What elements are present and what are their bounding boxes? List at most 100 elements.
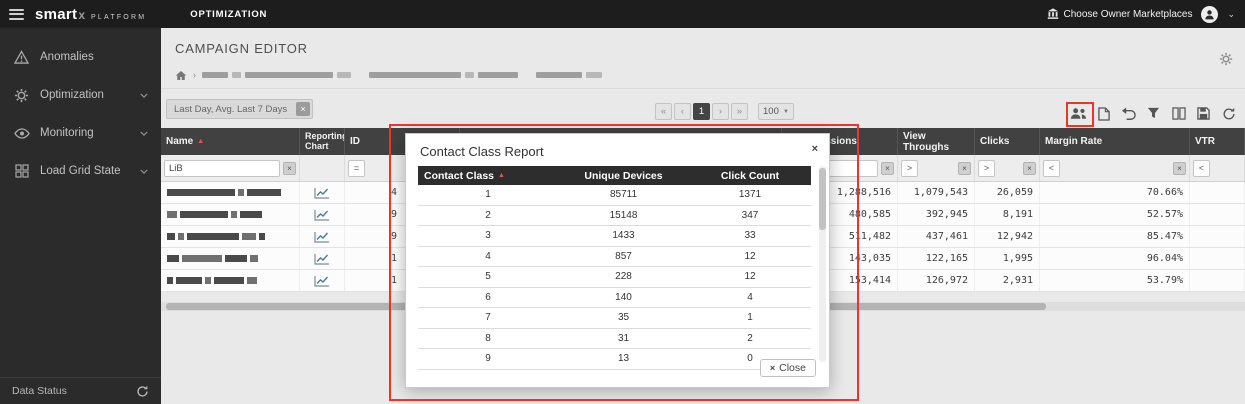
- view-throughs-filter-operator[interactable]: >: [901, 159, 918, 177]
- click-count-value: 12: [744, 271, 756, 283]
- remove-filter-tag-icon[interactable]: ×: [296, 102, 311, 116]
- column-header-view-throughs[interactable]: View Throughs: [898, 128, 975, 155]
- id-filter-operator[interactable]: =: [348, 159, 365, 177]
- refresh-grid-button[interactable]: [1220, 105, 1237, 122]
- sidebar-item-load-grid-state[interactable]: Load Grid State: [0, 152, 161, 190]
- contact-class-value: 4: [485, 250, 491, 262]
- view-throughs-value: 122,165: [898, 248, 975, 269]
- breadcrumb-redacted-segment: [586, 72, 602, 78]
- topbar-section-label: OPTIMIZATION: [190, 8, 268, 20]
- name-filter-input[interactable]: LiB: [164, 159, 280, 177]
- modal-column-unique-devices[interactable]: Unique Devices: [584, 169, 663, 182]
- clear-margin-rate-filter-icon[interactable]: ×: [1173, 161, 1186, 175]
- contact-class-value: 2: [485, 209, 491, 221]
- campaign-name-redacted: [161, 182, 300, 203]
- hamburger-menu-icon[interactable]: [9, 6, 24, 22]
- clear-impressions-filter-icon[interactable]: ×: [881, 161, 894, 175]
- modal-close-icon[interactable]: ×: [811, 143, 818, 155]
- clicks-value: 2,931: [975, 270, 1040, 291]
- unique-devices-value: 140: [615, 291, 632, 303]
- choose-owner-marketplaces-button[interactable]: Choose Owner Marketplaces: [1047, 8, 1192, 20]
- click-count-value: 347: [741, 209, 759, 221]
- reporting-chart-button[interactable]: [300, 182, 345, 203]
- breadcrumb: ›: [175, 69, 602, 81]
- contact-class-value: 3: [485, 230, 491, 242]
- column-header-name[interactable]: Name ▲: [161, 128, 300, 155]
- page-size-dropdown[interactable]: 100 ▼: [758, 103, 794, 120]
- list-item: 5 228 12: [418, 267, 811, 288]
- logo-platform-text: PLATFORM: [91, 13, 147, 21]
- save-grid-button[interactable]: [1195, 105, 1212, 122]
- modal-scrollbar-thumb[interactable]: [819, 168, 826, 230]
- reporting-chart-button[interactable]: [300, 226, 345, 247]
- vtr-value: [1190, 270, 1245, 291]
- view-throughs-value: 126,972: [898, 270, 975, 291]
- smartx-platform-logo: smart x PLATFORM: [35, 6, 146, 23]
- undo-button[interactable]: [1120, 105, 1137, 122]
- clicks-value: 1,995: [975, 248, 1040, 269]
- margin-rate-filter-operator[interactable]: <: [1043, 159, 1060, 177]
- modal-column-click-count[interactable]: Click Count: [720, 169, 780, 182]
- vtr-filter-operator[interactable]: <: [1193, 159, 1210, 177]
- grid-toolbar: [1070, 105, 1237, 122]
- reporting-chart-button[interactable]: [300, 204, 345, 225]
- sidebar-item-label: Optimization: [40, 89, 104, 101]
- clicks-value: 8,191: [975, 204, 1040, 225]
- user-menu-chevron-icon[interactable]: ⌄: [1227, 8, 1235, 19]
- column-header-reporting-chart[interactable]: Reporting Chart: [300, 128, 345, 155]
- clear-clicks-filter-icon[interactable]: ×: [1023, 161, 1036, 175]
- breadcrumb-redacted-segment: [232, 72, 241, 78]
- last-page-button[interactable]: »: [731, 103, 748, 120]
- clicks-value: 12,942: [975, 226, 1040, 247]
- anomalies-warning-icon: [13, 50, 30, 64]
- sidebar-item-monitoring[interactable]: Monitoring: [0, 114, 161, 152]
- filter-button[interactable]: [1145, 105, 1162, 122]
- next-page-button[interactable]: ›: [712, 103, 729, 120]
- column-header-margin-rate[interactable]: Margin Rate: [1040, 128, 1190, 155]
- reporting-chart-button[interactable]: [300, 248, 345, 269]
- breadcrumb-redacted-segment: [465, 72, 474, 78]
- clear-view-throughs-filter-icon[interactable]: ×: [958, 161, 971, 175]
- margin-rate-value: 70.66%: [1040, 182, 1190, 203]
- first-page-button[interactable]: «: [655, 103, 672, 120]
- click-count-value: 1371: [738, 189, 762, 201]
- unique-devices-value: 1433: [612, 230, 635, 242]
- sidebar-item-anomalies[interactable]: Anomalies: [0, 38, 161, 76]
- vtr-value: [1190, 204, 1245, 225]
- clear-name-filter-icon[interactable]: ×: [283, 161, 296, 175]
- current-page-button[interactable]: 1: [693, 103, 710, 120]
- breadcrumb-redacted-segment: [337, 72, 351, 78]
- click-count-value: 2: [747, 332, 753, 344]
- modal-close-button[interactable]: × Close: [759, 359, 816, 377]
- campaign-name-redacted: [161, 248, 300, 269]
- click-count-value: 12: [744, 250, 756, 262]
- line-chart-icon: [314, 253, 329, 265]
- home-icon[interactable]: [175, 70, 187, 81]
- refresh-icon: [1223, 107, 1235, 119]
- sync-refresh-icon[interactable]: [136, 385, 149, 398]
- unique-devices-value: 857: [615, 250, 632, 262]
- modal-column-contact-class[interactable]: Contact Class ▲: [424, 169, 505, 182]
- contact-class-value: 9: [485, 353, 491, 365]
- file-icon: [1097, 106, 1110, 121]
- export-report-button[interactable]: [1095, 105, 1112, 122]
- clicks-filter-operator[interactable]: >: [978, 159, 995, 177]
- person-icon: [1205, 9, 1215, 19]
- margin-rate-value: 96.04%: [1040, 248, 1190, 269]
- contact-class-report-button[interactable]: [1070, 105, 1087, 122]
- data-status-label: Data Status: [12, 385, 67, 397]
- prev-page-button[interactable]: ‹: [674, 103, 691, 120]
- click-count-value: 1: [747, 312, 753, 324]
- page-settings-gear-icon[interactable]: [1219, 52, 1233, 66]
- sidebar-item-optimization[interactable]: Optimization: [0, 76, 161, 114]
- columns-button[interactable]: [1170, 105, 1187, 122]
- logo-x-text: x: [78, 7, 86, 22]
- modal-vertical-scrollbar: [819, 166, 826, 362]
- user-avatar[interactable]: [1201, 5, 1219, 23]
- contact-class-report-modal: Contact Class Report × Contact Class ▲ U…: [405, 133, 830, 388]
- column-header-vtr[interactable]: VTR: [1190, 128, 1245, 155]
- unique-devices-value: 15148: [609, 209, 638, 221]
- sidebar-item-label: Monitoring: [40, 127, 94, 139]
- column-header-clicks[interactable]: Clicks: [975, 128, 1040, 155]
- reporting-chart-button[interactable]: [300, 270, 345, 291]
